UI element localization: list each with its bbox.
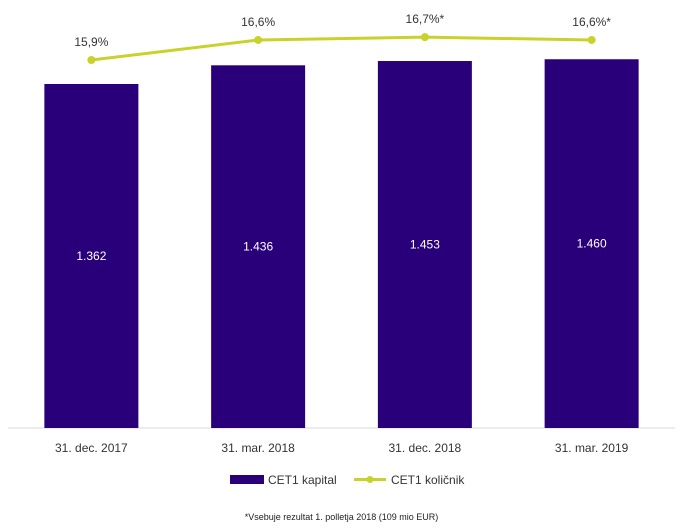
bar-value-label: 1.453 [410, 238, 440, 252]
footnote: *Vsebuje rezultat 1. polletja 2018 (109 … [244, 512, 439, 522]
legend-swatch-marker [366, 476, 374, 483]
x-tick-labels: 31. dec. 2017 31. mar. 2018 31. dec. 2018 3… [55, 441, 629, 455]
bar [211, 65, 306, 428]
legend: CET1 kapital CET1 količnik [230, 473, 465, 487]
line-value-label: 16,6%* [572, 15, 611, 29]
legend-label-line: CET1 količnik [391, 473, 465, 487]
line-path [91, 35, 592, 62]
line-value-label: 16,6% [241, 15, 275, 29]
bar-value-label: 1.362 [76, 249, 106, 263]
legend-label-bar: CET1 kapital [268, 473, 337, 487]
x-tick-label: 31. mar. 2019 [555, 441, 629, 455]
line-point [587, 35, 596, 44]
x-tick-label: 31. dec. 2017 [55, 441, 128, 455]
line-point [254, 35, 263, 44]
line-value-label: 16,7%* [406, 12, 445, 26]
line-series [87, 33, 596, 64]
bar-value-labels: 1.362 1.436 1.453 1.460 [76, 237, 607, 263]
bar-series [44, 59, 639, 429]
bar-value-label: 1.436 [243, 240, 273, 254]
bar [544, 59, 639, 428]
line-value-label: 15,9% [74, 35, 108, 49]
line-point [420, 33, 429, 42]
x-tick-label: 31. mar. 2018 [221, 441, 295, 455]
line-value-labels: 15,9% 16,6% 16,7%* 16,6%* [74, 12, 611, 49]
bar [377, 61, 472, 429]
bar [44, 84, 139, 428]
bar-value-label: 1.460 [577, 237, 607, 251]
line-point [87, 56, 96, 64]
legend-swatch-bar [230, 475, 264, 484]
x-tick-label: 31. dec. 2018 [389, 441, 462, 455]
